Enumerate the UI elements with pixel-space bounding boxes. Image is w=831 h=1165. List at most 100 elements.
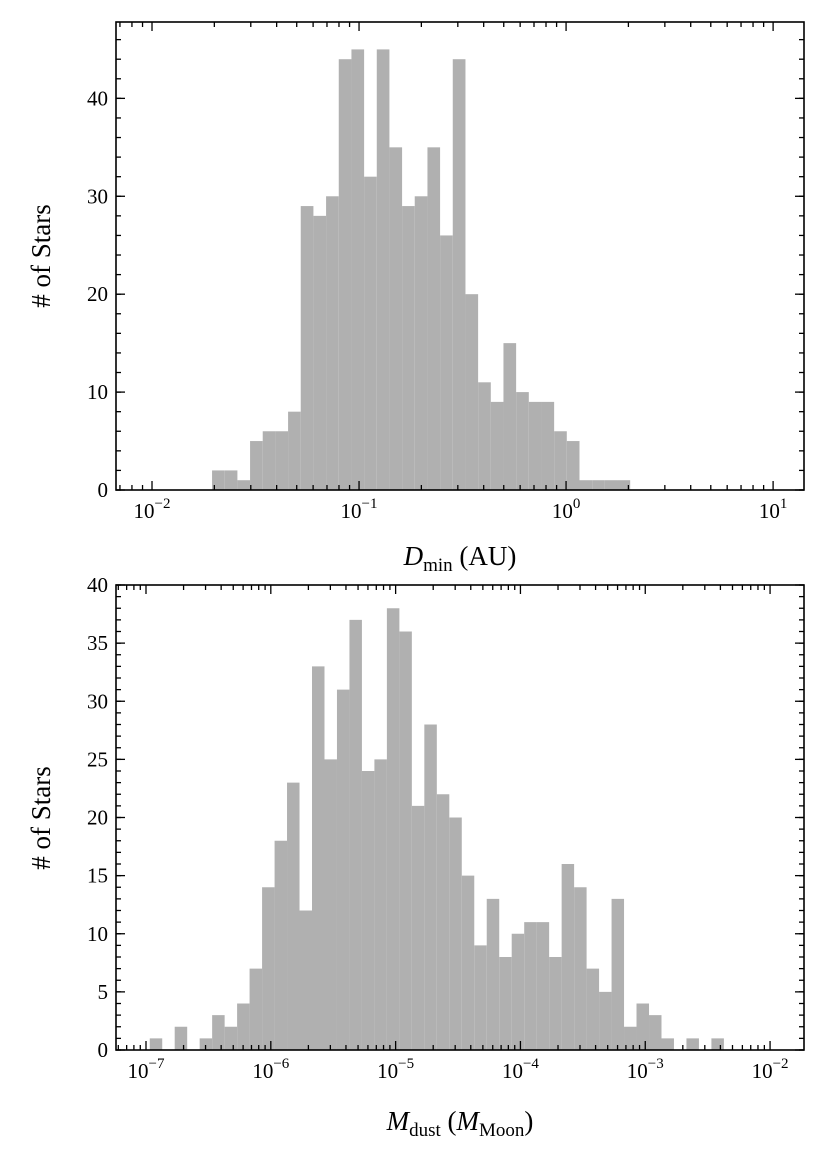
bar <box>686 1038 699 1050</box>
bar <box>554 431 567 490</box>
x-label-part: ( <box>441 1106 457 1136</box>
x-label-part: Moon <box>479 1120 525 1141</box>
x-tick-label: 10−2 <box>134 496 171 523</box>
bar <box>288 411 301 490</box>
bar <box>611 898 625 1050</box>
bar <box>361 771 375 1050</box>
bar <box>376 49 390 491</box>
bar <box>414 196 428 490</box>
bar <box>402 206 415 490</box>
y-tick-label: 40 <box>87 573 108 597</box>
bar <box>561 864 575 1050</box>
x-tick-label: 101 <box>759 496 788 523</box>
bar <box>326 196 339 490</box>
bar <box>461 875 475 1050</box>
bar <box>566 441 580 490</box>
bar <box>617 480 631 490</box>
y-tick-label: 15 <box>87 864 108 888</box>
x-label-part: ) <box>524 1106 533 1136</box>
bar <box>503 343 517 490</box>
bar <box>389 147 403 490</box>
bar <box>604 480 618 490</box>
bar <box>274 840 288 1050</box>
bar <box>424 724 437 1050</box>
x-tick-label: 10−4 <box>502 1056 539 1083</box>
bar <box>351 49 365 491</box>
bar <box>212 470 225 490</box>
bar <box>511 933 525 1050</box>
y-tick-label: 40 <box>87 86 108 110</box>
bar <box>349 619 362 1050</box>
bar <box>524 922 537 1050</box>
bar <box>574 887 587 1050</box>
x-label-part: (AU) <box>453 541 517 571</box>
x-label-part: D <box>403 541 424 571</box>
bar <box>212 1015 225 1050</box>
bar <box>528 401 542 490</box>
bar <box>465 294 479 490</box>
bar <box>649 1015 662 1050</box>
bar <box>516 392 529 490</box>
bar <box>478 382 491 490</box>
x-tick-label: 10−1 <box>341 496 378 523</box>
y-tick-label: 10 <box>87 380 108 404</box>
x-label-part: min <box>423 555 453 576</box>
bar <box>579 480 593 490</box>
y-tick-label: 25 <box>87 747 108 771</box>
y-tick-label: 5 <box>98 980 109 1004</box>
y-tick-label: 30 <box>87 689 108 713</box>
bar <box>636 1003 650 1050</box>
y-tick-label: 20 <box>87 282 108 306</box>
bar <box>338 59 352 491</box>
bar <box>224 470 238 490</box>
bar <box>486 898 500 1050</box>
bar <box>624 1026 637 1050</box>
bar <box>250 441 263 490</box>
bar <box>199 1038 213 1050</box>
bar <box>599 991 612 1050</box>
y-tick-label: 35 <box>87 631 108 655</box>
bar <box>490 401 504 490</box>
y-tick-label: 20 <box>87 806 108 830</box>
bar <box>427 147 441 490</box>
bar <box>237 1003 250 1050</box>
bar <box>386 608 400 1050</box>
bar <box>661 1038 674 1050</box>
x-tick-label: 10−7 <box>128 1056 165 1083</box>
bar <box>452 59 466 491</box>
bar <box>224 1026 238 1050</box>
bar <box>275 431 289 490</box>
bar <box>374 759 387 1050</box>
y-tick-label: 0 <box>98 478 109 502</box>
bar <box>449 817 462 1050</box>
panel: 10−7 10−6 10−5 10−4 10−3 10−2 0 5 10 15 20 25 30 35 40 <box>87 573 805 1083</box>
y-axis-label: # of Stars <box>26 204 56 308</box>
bar <box>399 631 412 1050</box>
bar <box>313 215 327 491</box>
bar <box>586 968 600 1050</box>
bar <box>174 1026 188 1050</box>
x-tick-label: 10−6 <box>252 1056 289 1083</box>
bar <box>711 1038 724 1050</box>
bar <box>262 887 275 1050</box>
bar <box>336 689 350 1050</box>
bar <box>549 957 562 1050</box>
bar <box>436 794 450 1050</box>
bar <box>262 431 276 490</box>
x-label-part: M <box>386 1106 411 1136</box>
bar <box>287 782 300 1050</box>
y-tick-label: 30 <box>87 184 108 208</box>
bar <box>324 759 337 1050</box>
bar <box>249 968 263 1050</box>
x-axis-label: Dmin (AU) <box>403 541 517 576</box>
bar <box>536 922 550 1050</box>
x-tick-label: 10−2 <box>752 1056 789 1083</box>
x-tick-label: 10−3 <box>627 1056 664 1083</box>
x-axis-label: Mdust (MMoon) <box>386 1106 534 1141</box>
bar <box>541 401 555 490</box>
x-tick-label: 10−5 <box>377 1056 414 1083</box>
bar <box>411 805 425 1050</box>
axes-frame <box>115 21 805 491</box>
